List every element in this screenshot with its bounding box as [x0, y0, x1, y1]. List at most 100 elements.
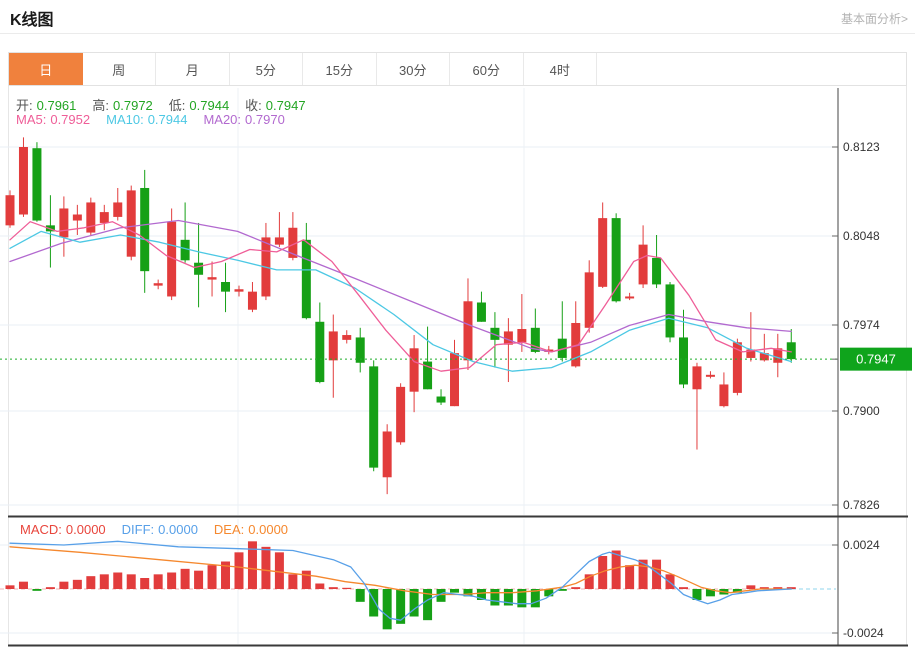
candle	[207, 277, 217, 280]
period-tabbar: 日周月 5分 15分 30分 60分 4时	[8, 52, 907, 86]
candle	[503, 331, 513, 345]
ohlc-legend-item: 低: 0.7944	[168, 98, 230, 113]
candle	[315, 321, 325, 383]
gridlines	[0, 88, 838, 644]
candle	[611, 218, 621, 302]
diff-line	[9, 540, 792, 621]
tab-5分[interactable]: 5分	[229, 53, 303, 85]
macd-bar	[153, 574, 163, 589]
candle	[773, 348, 783, 363]
tab-60分[interactable]: 60分	[450, 53, 524, 85]
candle	[732, 342, 742, 393]
macd-bar	[369, 589, 379, 617]
macd-bar	[544, 589, 554, 597]
candle	[463, 301, 473, 361]
macd-bar	[571, 587, 581, 589]
candle	[476, 302, 486, 322]
candle	[382, 431, 392, 478]
macd-bar	[32, 589, 42, 591]
candle	[638, 244, 648, 285]
candle	[113, 202, 123, 217]
macd-bar	[207, 565, 217, 589]
price-axis-label: 0.7900	[843, 404, 880, 418]
tab-30分[interactable]: 30分	[376, 53, 450, 85]
ohlc-legend-item: 开: 0.7961	[16, 98, 77, 113]
macd-legend: MACD: 0.0000 DIFF: 0.0000 DEA: 0.0000	[20, 522, 304, 537]
candle	[140, 187, 150, 272]
candle	[490, 327, 500, 340]
macd-bar	[759, 587, 769, 589]
tab-周[interactable]: 周	[82, 53, 156, 85]
macd-bar	[557, 589, 567, 591]
macd-bar	[180, 568, 190, 589]
ma-legend-item: MA10: 0.7944	[106, 112, 188, 127]
tab-4时[interactable]: 4时	[523, 53, 597, 85]
candle	[194, 262, 204, 275]
candle	[32, 148, 42, 221]
candle	[247, 291, 257, 310]
ma10-line	[9, 230, 792, 372]
candle	[571, 322, 581, 367]
candle	[436, 396, 446, 403]
candle	[153, 283, 163, 286]
macd-bar	[692, 589, 702, 600]
price-axis-label: 0.7826	[843, 498, 880, 512]
candle	[409, 348, 419, 392]
macd-axis-label: -0.0024	[843, 626, 884, 640]
candle	[301, 239, 311, 319]
candle	[5, 195, 15, 226]
tab-日[interactable]: 日	[9, 53, 83, 85]
candles	[5, 137, 796, 495]
macd-bar	[194, 570, 204, 589]
fundamental-analysis-link[interactable]: 基本面分析>	[840, 12, 908, 26]
macd-bar	[436, 589, 446, 602]
ma5-line	[9, 221, 792, 372]
candle	[423, 361, 433, 390]
macd-legend-item: DEA: 0.0000	[213, 522, 289, 537]
price-axis-label: 0.7974	[843, 318, 880, 332]
macd-bar	[503, 589, 513, 606]
macd-bar	[274, 552, 284, 589]
price-axis-label: 0.8048	[843, 229, 880, 243]
candle	[126, 190, 136, 257]
macd-bar	[113, 572, 123, 589]
candle	[18, 147, 28, 215]
macd-bar	[45, 587, 55, 589]
candle	[86, 202, 96, 233]
macd-bar	[261, 546, 271, 589]
macd-bar	[530, 589, 540, 608]
candle	[625, 296, 635, 299]
current-price-marker: 0.7947	[0, 347, 912, 371]
macd-bar	[463, 589, 473, 597]
candle	[598, 218, 608, 287]
macd-bar	[598, 556, 608, 589]
macd-bar	[476, 589, 486, 600]
candle	[234, 289, 244, 292]
macd-bar	[315, 583, 325, 589]
ohlc-legend: 开: 0.7961 高: 0.7972 低: 0.7944 收: 0.7947	[16, 95, 322, 114]
macd-bar	[423, 589, 433, 621]
candle	[369, 366, 379, 468]
macd-bar	[221, 561, 231, 589]
macd-bar	[732, 589, 742, 593]
macd-bar	[342, 587, 352, 589]
tab-15分[interactable]: 15分	[303, 53, 377, 85]
candle	[584, 272, 594, 328]
candle	[355, 337, 365, 363]
candle	[719, 384, 729, 407]
macd-bar	[72, 579, 82, 589]
tab-月[interactable]: 月	[156, 53, 230, 85]
macd-bar	[450, 589, 460, 593]
candle	[557, 338, 567, 358]
macd-bar	[679, 587, 688, 589]
macd-bar	[705, 589, 715, 597]
candle	[288, 227, 298, 258]
price-axis-label: 0.8123	[843, 140, 880, 154]
macd-bar	[301, 570, 311, 589]
candle	[274, 237, 284, 245]
macd-bar	[625, 565, 635, 589]
macd-axis-label: 0.0024	[843, 538, 880, 552]
macd-bar	[746, 585, 756, 589]
